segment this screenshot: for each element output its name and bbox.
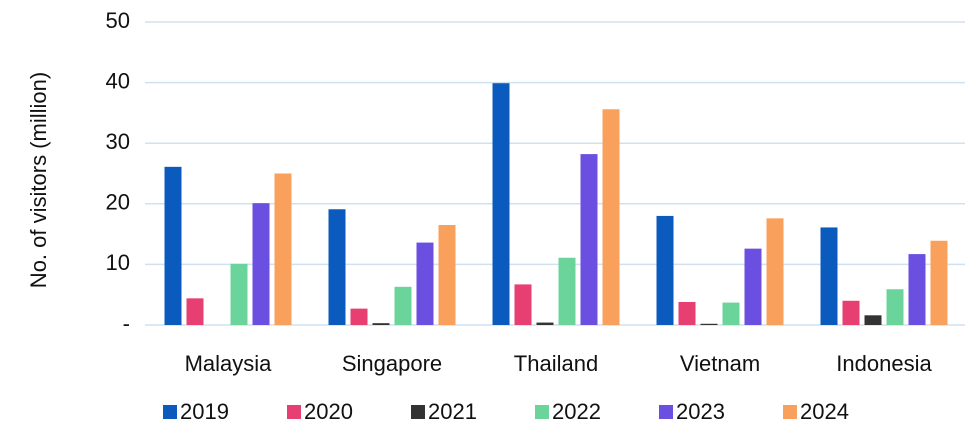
bar <box>536 322 554 325</box>
bar <box>908 254 926 325</box>
legend-swatch <box>659 405 673 419</box>
bar <box>186 298 204 325</box>
y-tick-label: 20 <box>106 190 130 215</box>
legend-swatch <box>163 405 177 419</box>
y-tick-label: 30 <box>106 129 130 154</box>
x-tick-label: Vietnam <box>680 351 760 376</box>
bar <box>230 263 248 325</box>
bar <box>492 83 510 326</box>
bar <box>274 173 292 325</box>
legend-swatch <box>411 405 425 419</box>
legend-swatch <box>535 405 549 419</box>
bar <box>164 166 182 325</box>
legend-label: 2020 <box>304 399 353 424</box>
legend-label: 2019 <box>180 399 229 424</box>
legend-label: 2022 <box>552 399 601 424</box>
bar <box>602 109 620 325</box>
bar <box>394 286 412 325</box>
bar <box>886 289 904 325</box>
bar <box>558 257 576 325</box>
bar <box>722 302 740 325</box>
bar <box>438 225 456 325</box>
bar <box>744 248 762 325</box>
bar <box>820 227 838 325</box>
bar <box>700 323 718 325</box>
bar <box>678 301 696 325</box>
x-tick-label: Indonesia <box>836 351 932 376</box>
legend-swatch <box>287 405 301 419</box>
y-tick-label: 10 <box>106 250 130 275</box>
bar <box>372 323 390 325</box>
bar <box>514 284 532 325</box>
bar <box>580 154 598 325</box>
bar <box>416 242 434 325</box>
legend-label: 2023 <box>676 399 725 424</box>
x-tick-label: Malaysia <box>185 351 273 376</box>
bar <box>930 240 948 325</box>
bar <box>842 300 860 325</box>
legend-label: 2024 <box>800 399 849 424</box>
x-tick-label: Thailand <box>514 351 598 376</box>
bar <box>252 203 270 325</box>
y-tick-label: 50 <box>106 8 130 33</box>
bar <box>864 315 882 325</box>
bar <box>656 215 674 325</box>
legend-swatch <box>783 405 797 419</box>
legend-label: 2021 <box>428 399 477 424</box>
bar <box>350 308 368 325</box>
y-axis-label: No. of visitors (million) <box>26 72 51 288</box>
y-tick-label: - <box>123 311 130 336</box>
x-tick-label: Singapore <box>342 351 442 376</box>
y-tick-label: 40 <box>106 68 130 93</box>
bar <box>766 218 784 325</box>
bar <box>328 209 346 325</box>
